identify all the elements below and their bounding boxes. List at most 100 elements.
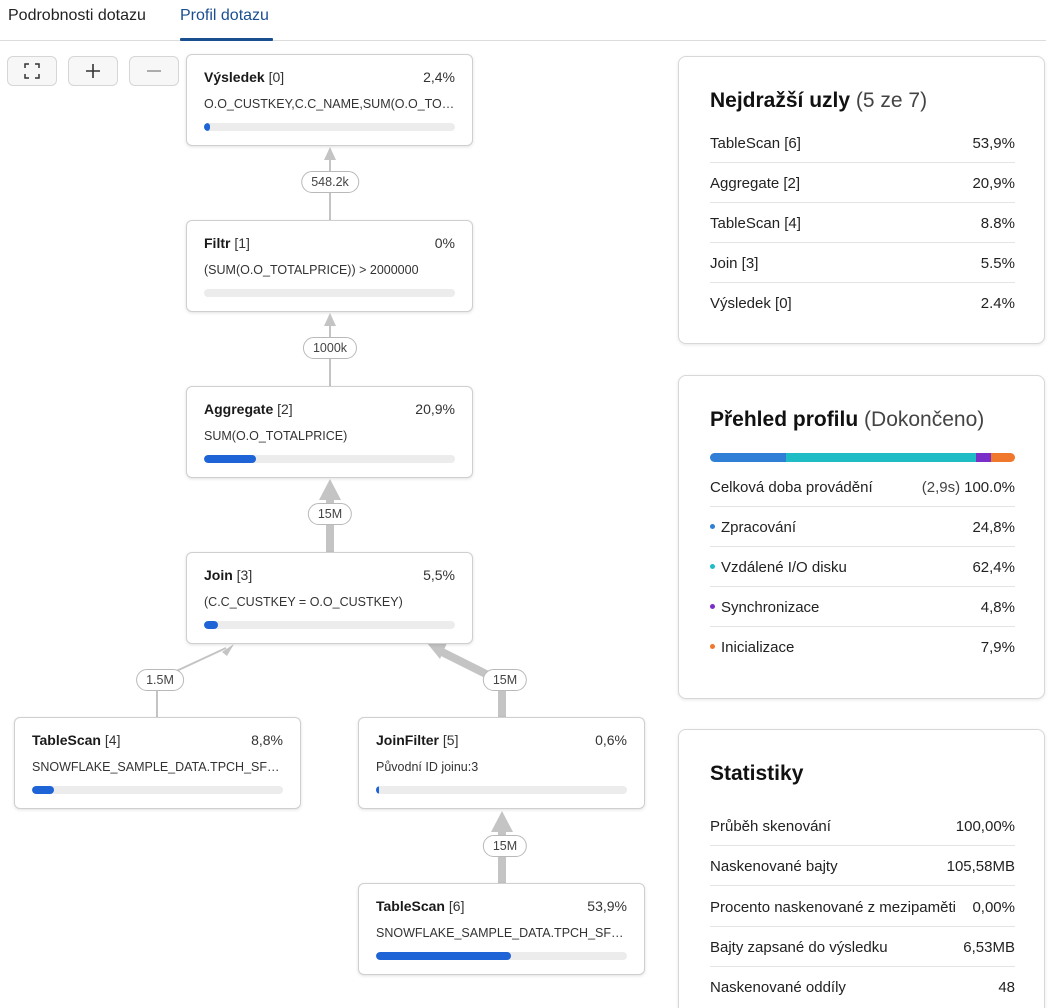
node-join[interactable]: Join [3] 5,5% (C.C_CUSTKEY = O.O_CUSTKEY…: [186, 552, 473, 644]
statistics-row: Naskenované bajty 105,58MB: [710, 846, 1015, 886]
statistics-value: 100,00%: [955, 818, 1015, 835]
node-percent: 20,9%: [415, 401, 455, 417]
panel-title: Nejdražší uzly (5 ze 7): [710, 89, 927, 113]
node-result[interactable]: Výsledek [0] 2,4% O.O_CUSTKEY,C.C_NAME,S…: [186, 54, 473, 146]
panel-title-text: Přehled profilu: [710, 408, 859, 431]
expensive-node-row[interactable]: Aggregate [2] 20,9%: [710, 163, 1015, 203]
node-name: Výsledek: [204, 69, 265, 85]
statistics-row: Průběh skenování 100,00%: [710, 806, 1015, 846]
breakdown-value: 4,8%: [980, 599, 1015, 616]
total-execution-row: Celková doba provádění (2,9s) 100.0%: [710, 467, 1015, 507]
node-name: Join: [204, 567, 233, 583]
expensive-node-label: Výsledek [0]: [710, 295, 792, 312]
execution-breakdown-bar: [710, 453, 1015, 462]
breakdown-row-initialization[interactable]: Inicializace 7,9%: [710, 627, 1015, 667]
expensive-node-value: 8.8%: [980, 215, 1015, 232]
zoom-in-button[interactable]: [68, 56, 118, 86]
node-description: SUM(O.O_TOTALPRICE): [204, 429, 348, 443]
edge-row-count: 1.5M: [136, 669, 184, 691]
node-description: SNOWFLAKE_SAMPLE_DATA.TPCH_SF1.CUSTOMER: [32, 760, 284, 774]
node-progress-track: [376, 786, 627, 794]
zoom-out-icon: [147, 70, 161, 72]
statistics-label: Naskenované oddíly: [710, 979, 846, 996]
total-execution-label: Celková doba provádění: [710, 479, 873, 496]
tab-query-profile[interactable]: Profil dotazu: [180, 7, 269, 24]
node-percent: 8,8%: [251, 732, 283, 748]
expensive-node-value: 53,9%: [972, 135, 1015, 152]
node-tablescan-customer[interactable]: TableScan [4] 8,8% SNOWFLAKE_SAMPLE_DATA…: [14, 717, 301, 809]
zoom-out-button[interactable]: [129, 56, 179, 86]
statistics-row: Bajty zapsané do výsledku 6,53MB: [710, 927, 1015, 967]
most-expensive-nodes-panel: Nejdražší uzly (5 ze 7) TableScan [6] 53…: [678, 56, 1045, 344]
panel-subtitle: (5 ze 7): [855, 89, 928, 112]
node-progress-track: [32, 786, 283, 794]
node-progress-fill: [32, 786, 55, 794]
expensive-node-value: 20,9%: [972, 175, 1015, 192]
segment-processing: [710, 453, 786, 462]
segment-synchronization: [975, 453, 991, 462]
node-description: (C.C_CUSTKEY = O.O_CUSTKEY): [204, 595, 403, 609]
breakdown-row-remote-io[interactable]: Vzdálené I/O disku 62,4%: [710, 547, 1015, 587]
node-name: JoinFilter: [376, 732, 440, 748]
node-description: (SUM(O.O_TOTALPRICE)) > 2000000: [204, 263, 419, 277]
expensive-node-label: Join [3]: [710, 255, 759, 272]
node-percent: 5,5%: [423, 567, 455, 583]
node-percent: 0,6%: [595, 732, 627, 748]
node-percent: 0%: [434, 235, 455, 251]
node-description: SNOWFLAKE_SAMPLE_DATA.TPCH_SF1.ORDERS: [376, 926, 628, 940]
node-description: O.O_CUSTKEY,C.C_NAME,SUM(O.O_TOTALPRICE): [204, 97, 456, 111]
breakdown-row-synchronization[interactable]: Synchronizace 4,8%: [710, 587, 1015, 627]
node-progress-track: [376, 952, 627, 960]
statistics-value: 0,00%: [972, 899, 1015, 916]
panel-title: Přehled profilu (Dokončeno): [710, 408, 984, 432]
breakdown-label: Synchronizace: [721, 599, 820, 616]
node-progress-track: [204, 621, 455, 629]
node-filter[interactable]: Filtr [1] 0% (SUM(O.O_TOTALPRICE)) > 200…: [186, 220, 473, 312]
total-execution-value: 100.0%: [964, 479, 1015, 496]
panel-title-text: Nejdražší uzly: [710, 89, 851, 112]
total-execution-time: (2,9s): [921, 479, 961, 496]
tab-bar: Podrobnosti dotazu Profil dotazu: [0, 0, 1046, 41]
node-name: TableScan: [32, 732, 101, 748]
fit-screen-button[interactable]: [7, 56, 57, 86]
node-name: TableScan: [376, 898, 445, 914]
node-tablescan-orders[interactable]: TableScan [6] 53,9% SNOWFLAKE_SAMPLE_DAT…: [358, 883, 645, 975]
breakdown-row-processing[interactable]: Zpracování 24,8%: [710, 507, 1015, 547]
node-id: [6]: [448, 898, 465, 914]
expensive-node-row[interactable]: TableScan [4] 8.8%: [710, 203, 1015, 243]
tab-query-details[interactable]: Podrobnosti dotazu: [8, 7, 146, 24]
node-joinfilter[interactable]: JoinFilter [5] 0,6% Původní ID joinu:3: [358, 717, 645, 809]
statistics-label: Bajty zapsané do výsledku: [710, 939, 888, 956]
node-name: Filtr: [204, 235, 231, 251]
node-progress-fill: [204, 621, 218, 629]
node-aggregate[interactable]: Aggregate [2] 20,9% SUM(O.O_TOTALPRICE): [186, 386, 473, 478]
active-tab-indicator: [180, 38, 273, 41]
edge-row-count: 1000k: [302, 337, 358, 359]
node-id: [0]: [268, 69, 285, 85]
node-id: [2]: [277, 401, 293, 417]
node-progress-fill: [376, 786, 379, 794]
node-id: [5]: [442, 732, 459, 748]
node-id: [1]: [234, 235, 250, 251]
statistics-value: 48: [998, 979, 1015, 996]
node-progress-track: [204, 289, 455, 297]
expensive-node-row[interactable]: TableScan [6] 53,9%: [710, 123, 1015, 163]
synchronization-dot-icon: [710, 603, 715, 609]
breakdown-value: 7,9%: [980, 639, 1015, 656]
processing-dot-icon: [710, 523, 715, 529]
node-progress-fill: [204, 455, 257, 463]
segment-remote-io: [785, 453, 976, 462]
expensive-node-row[interactable]: Výsledek [0] 2.4%: [710, 283, 1015, 323]
statistics-panel: Statistiky Průběh skenování 100,00% Nask…: [678, 729, 1045, 1008]
profile-overview-panel: Přehled profilu (Dokončeno) Celková doba…: [678, 375, 1045, 699]
node-name: Aggregate: [204, 401, 274, 417]
expensive-node-row[interactable]: Join [3] 5.5%: [710, 243, 1015, 283]
node-percent: 53,9%: [587, 898, 627, 914]
statistics-label: Naskenované bajty: [710, 858, 838, 875]
node-progress-fill: [376, 952, 512, 960]
breakdown-value: 62,4%: [972, 559, 1015, 576]
edge-row-count: 15M: [482, 669, 528, 691]
expensive-node-value: 2.4%: [980, 295, 1015, 312]
remote-io-dot-icon: [710, 563, 715, 569]
node-id: [3]: [236, 567, 253, 583]
